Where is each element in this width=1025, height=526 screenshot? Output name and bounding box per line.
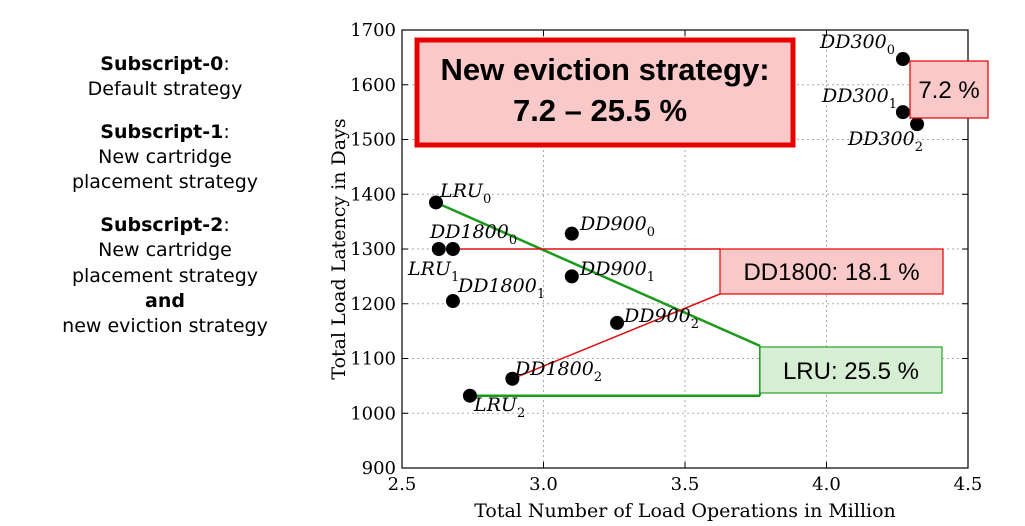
legend-sep: : — [223, 53, 230, 75]
data-point-dd900-1 — [564, 269, 579, 284]
x-tick-label: 4.0 — [812, 474, 841, 495]
data-point-dd300-2 — [910, 117, 925, 132]
lru-annotation-box — [759, 346, 943, 394]
point-label-dd900-0: DD9000 — [579, 213, 655, 240]
legend-head: Subscript-1 — [100, 121, 224, 144]
legend-line: New cartridge — [98, 239, 232, 262]
legend-line: New cartridge — [98, 146, 232, 169]
point-label-dd300-1: DD3001 — [821, 85, 897, 112]
y-tick-label: 1600 — [350, 75, 396, 96]
data-point-dd300-0 — [895, 52, 910, 67]
legend-sep: : — [223, 121, 230, 144]
y-tick-label: 1200 — [350, 294, 396, 315]
dd300-annotation-text: 7.2 % — [918, 77, 979, 104]
legend-line: new eviction strategy — [62, 314, 268, 337]
data-point-lru-1 — [431, 242, 446, 256]
dd1800-annotation-text: DD1800: 18.1 % — [743, 259, 919, 286]
data-point-dd900-0 — [564, 226, 579, 241]
point-label-dd300-2: DD3002 — [847, 128, 923, 155]
data-point-lru-2 — [462, 388, 477, 403]
point-label-lru-1: LRU1 — [407, 258, 459, 285]
y-tick-label: 1100 — [350, 349, 396, 370]
data-point-dd1800-0 — [445, 242, 460, 256]
legend-line: placement strategy — [71, 171, 259, 194]
point-label-dd300-0: DD3000 — [819, 31, 895, 58]
lru-improvement-line — [435, 201, 761, 348]
point-label-dd1800-1: DD18001 — [457, 275, 545, 302]
data-point-dd300-1 — [895, 105, 910, 120]
legend-sep: : — [223, 214, 230, 237]
subscript-legend: Subscript-0: Default strategy Subscript-… — [30, 52, 300, 357]
point-label-dd1800-2: DD18002 — [514, 358, 602, 385]
lru-annotation-text: LRU: 25.5 % — [783, 358, 919, 385]
legend-line: placement strategy — [71, 264, 259, 287]
y-tick-label: 1700 — [350, 20, 396, 41]
legend-head: Subscript-0 — [100, 53, 224, 75]
data-point-lru-0 — [428, 195, 443, 210]
legend-and: and — [145, 289, 185, 312]
headline-box — [414, 37, 796, 148]
y-tick-label: 1500 — [350, 130, 396, 151]
point-label-dd900-2: DD9002 — [623, 305, 699, 332]
point-label-dd900-1: DD9001 — [579, 258, 655, 285]
data-point-dd900-2 — [610, 315, 625, 330]
point-label-dd1800-0: DD18000 — [429, 221, 517, 248]
x-tick-label: 3.5 — [671, 474, 700, 495]
x-tick-label: 2.5 — [388, 474, 417, 495]
y-axis-label: Total Load Latency in Days — [328, 118, 350, 379]
data-point-dd1800-2 — [505, 371, 520, 386]
legend-subscript-1: Subscript-1: New cartridge placement str… — [30, 120, 300, 195]
headline-line-2: 7.2 – 25.5 % — [513, 93, 687, 128]
legend-subscript-2: Subscript-2: New cartridge placement str… — [30, 213, 300, 338]
point-label-lru-2: LRU2 — [473, 394, 525, 421]
x-axis-label: Total Number of Load Operations in Milli… — [474, 500, 896, 522]
legend-subscript-0: Subscript-0: Default strategy — [30, 52, 300, 102]
y-tick-label: 1400 — [350, 184, 396, 205]
x-tick-label: 3.0 — [529, 474, 558, 495]
y-tick-label: 1300 — [350, 239, 396, 260]
y-tick-label: 900 — [362, 458, 396, 479]
x-tick-label: 4.5 — [954, 474, 983, 495]
dd1800-annotation-box — [719, 248, 944, 295]
legend-line: Default strategy — [87, 78, 243, 101]
legend-head: Subscript-2 — [100, 214, 224, 237]
dd1800-improvement-line — [512, 293, 721, 380]
headline-line-1: New eviction strategy: — [440, 52, 769, 87]
data-point-dd1800-1 — [445, 294, 460, 309]
y-tick-label: 1000 — [350, 403, 396, 424]
dd300-annotation-box — [909, 60, 989, 119]
point-label-lru-0: LRU0 — [439, 180, 491, 207]
